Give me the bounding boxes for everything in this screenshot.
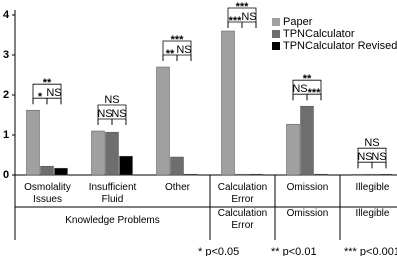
significance-bracket	[97, 104, 127, 125]
bar	[184, 173, 198, 176]
bar	[170, 156, 184, 176]
bar	[54, 167, 68, 176]
significance-bracket	[32, 83, 62, 105]
bar	[40, 165, 54, 176]
bar	[379, 173, 393, 176]
significance-label: **	[43, 77, 52, 89]
group-label: Knowledge Problems	[65, 215, 160, 226]
significance-label: NS	[371, 151, 386, 163]
footnote: *** p<0.001	[344, 246, 397, 256]
significance-bracket	[292, 79, 322, 101]
x-tick-label: Osmolality Issues	[24, 182, 71, 205]
legend-swatch	[272, 18, 280, 26]
significance-label: NS	[46, 87, 61, 99]
significance-bracket	[162, 40, 192, 61]
bar	[249, 173, 263, 176]
significance-label: **	[303, 73, 312, 85]
group-label: Calculation Error	[217, 208, 268, 231]
x-tick-label: Illegible	[355, 182, 390, 193]
bar	[300, 105, 314, 176]
significance-label: ***	[229, 15, 243, 27]
significance-label: ***	[171, 34, 185, 46]
significance-label: ***	[236, 1, 250, 13]
x-tick-label: Other	[164, 182, 190, 193]
significance-label: ***	[308, 87, 322, 99]
bar	[119, 155, 133, 176]
bar	[314, 173, 328, 176]
bar	[91, 130, 105, 176]
legend-label: TPNCalculator Revised	[283, 40, 397, 52]
y-tick-label: 2	[3, 89, 9, 101]
bar	[286, 123, 300, 176]
significance-label: **	[166, 48, 175, 60]
significance-label: NS	[97, 108, 112, 120]
bar	[235, 173, 249, 176]
x-tick-label: Insufficient Fluid	[88, 182, 137, 205]
significance-label: NS	[292, 83, 307, 95]
y-tick-label: 3	[3, 49, 9, 61]
bar	[365, 173, 379, 176]
x-tick-label: Calculation Error	[217, 182, 268, 205]
significance-label: NS	[357, 151, 372, 163]
legend-label: Paper	[283, 16, 313, 28]
y-tick-label: 1	[3, 129, 9, 141]
y-tick-label: 4	[3, 9, 10, 21]
legend-label: TPNCalculator	[283, 28, 355, 40]
bar	[351, 173, 365, 176]
significance-label: NS	[176, 44, 191, 56]
significance-bracket	[227, 7, 257, 28]
bar	[105, 131, 119, 176]
group-label: Illegible	[355, 208, 390, 219]
x-tick-label: Omission	[286, 182, 329, 193]
group-label: Omission	[286, 208, 329, 219]
footnote: * p<0.05	[198, 246, 239, 256]
significance-label: *	[38, 91, 43, 103]
significance-bracket	[357, 147, 387, 169]
bar	[221, 30, 235, 176]
bar	[26, 109, 40, 176]
footnote: ** p<0.01	[271, 246, 317, 256]
bar	[156, 66, 170, 176]
legend-swatch	[272, 42, 280, 50]
y-tick-label: 0	[3, 169, 9, 181]
legend-swatch	[272, 30, 280, 38]
significance-label: NS	[104, 94, 119, 106]
significance-label: NS	[241, 11, 256, 23]
significance-label: NS	[111, 108, 126, 120]
significance-label: NS	[364, 137, 379, 149]
